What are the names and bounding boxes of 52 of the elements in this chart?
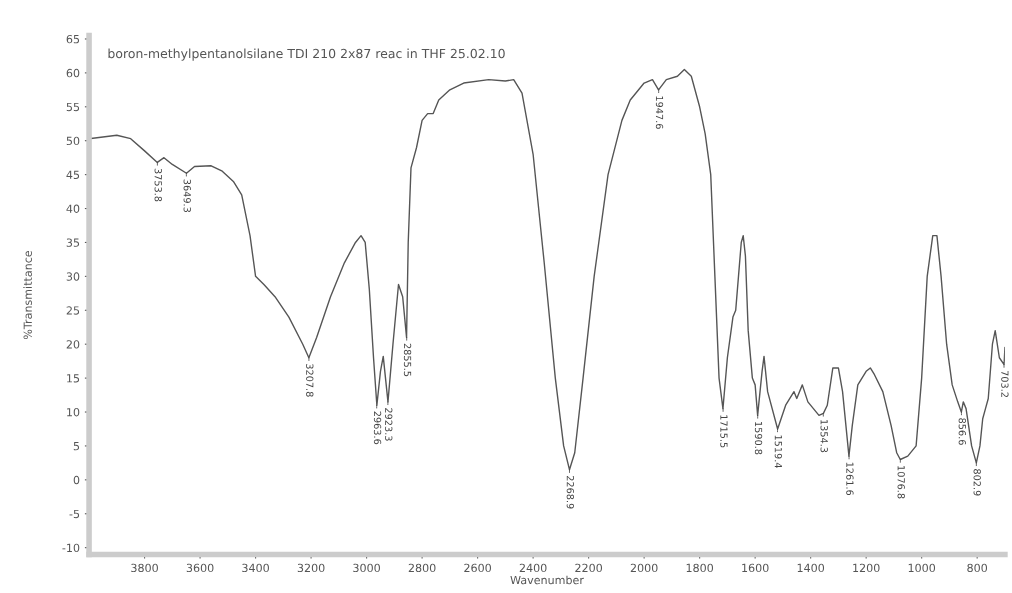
y-tick-label: 30: [66, 272, 80, 281]
y-tick-label: -10: [62, 543, 80, 553]
annotation: 2855.5: [403, 343, 412, 377]
x-tick-label: 2600: [464, 563, 491, 573]
x-tick-label: 1200: [853, 563, 880, 573]
y-tick-label: 40: [66, 204, 80, 213]
annotation: 2963.6: [373, 411, 382, 445]
x-tick-label: 3400: [242, 563, 269, 573]
x-tick-label: 3000: [353, 563, 380, 573]
y-tick-label: 20: [66, 340, 80, 349]
x-tick-label: 3800: [131, 563, 158, 573]
annotation: 1715.5: [720, 415, 728, 448]
y-tick-label: 50: [66, 136, 80, 146]
y-tick-label: 65: [66, 34, 80, 44]
x-tick-label: 800: [967, 563, 988, 573]
y-tick-label: 10: [67, 407, 80, 417]
y-tick-label: 55: [66, 102, 80, 112]
y-tick-label: 45: [66, 170, 80, 179]
x-tick-label: 3600: [186, 563, 214, 573]
x-tick-label: 1400: [797, 563, 825, 573]
y-tick-label: 25: [66, 306, 80, 315]
annotation: 1354.3: [820, 420, 828, 453]
annotation: 703.2: [1001, 370, 1009, 397]
x-tick-label: 1000: [908, 563, 936, 573]
y-tick-label: 15: [67, 374, 80, 383]
text: boron-methylpentanolsilane TDI 210 2x87 reac in THF 25.02.10: [108, 48, 505, 61]
annotation: 2923.3: [385, 408, 393, 441]
annotation: 1261.6: [846, 462, 854, 496]
y-tick-label: 0: [73, 475, 80, 485]
x-tick-label: 2000: [630, 563, 658, 573]
annotation: 856.6: [958, 418, 966, 445]
y-tick-label: 60: [66, 68, 80, 78]
annotation: 3207.8: [306, 364, 314, 397]
x-tick-label: 2200: [575, 563, 603, 573]
y-axis-title: %Transmittance: [23, 250, 32, 340]
x-tick-label: 2400: [519, 563, 547, 573]
annotation: 3753.8: [154, 168, 162, 202]
x-axis-title: Wavenumber: [510, 575, 584, 585]
annotation: 3649.3: [183, 179, 191, 213]
annotation: 802.9: [973, 469, 981, 496]
annotation: 1947.6: [655, 96, 664, 129]
x-tick-label: 1800: [686, 563, 714, 573]
annotation: 1519.4: [774, 435, 783, 468]
y-tick-label: 5: [73, 442, 80, 451]
annotation: 1076.8: [897, 466, 905, 499]
x-tick-label: 1600: [742, 563, 769, 573]
y-tick-label: -5: [69, 509, 80, 519]
x-tick-label: 3200: [297, 563, 325, 573]
annotation: 2268.9: [566, 475, 575, 509]
y-tick-label: 35: [66, 238, 80, 247]
x-tick-label: 2800: [408, 563, 436, 573]
annotation: 1590.8: [754, 422, 763, 455]
